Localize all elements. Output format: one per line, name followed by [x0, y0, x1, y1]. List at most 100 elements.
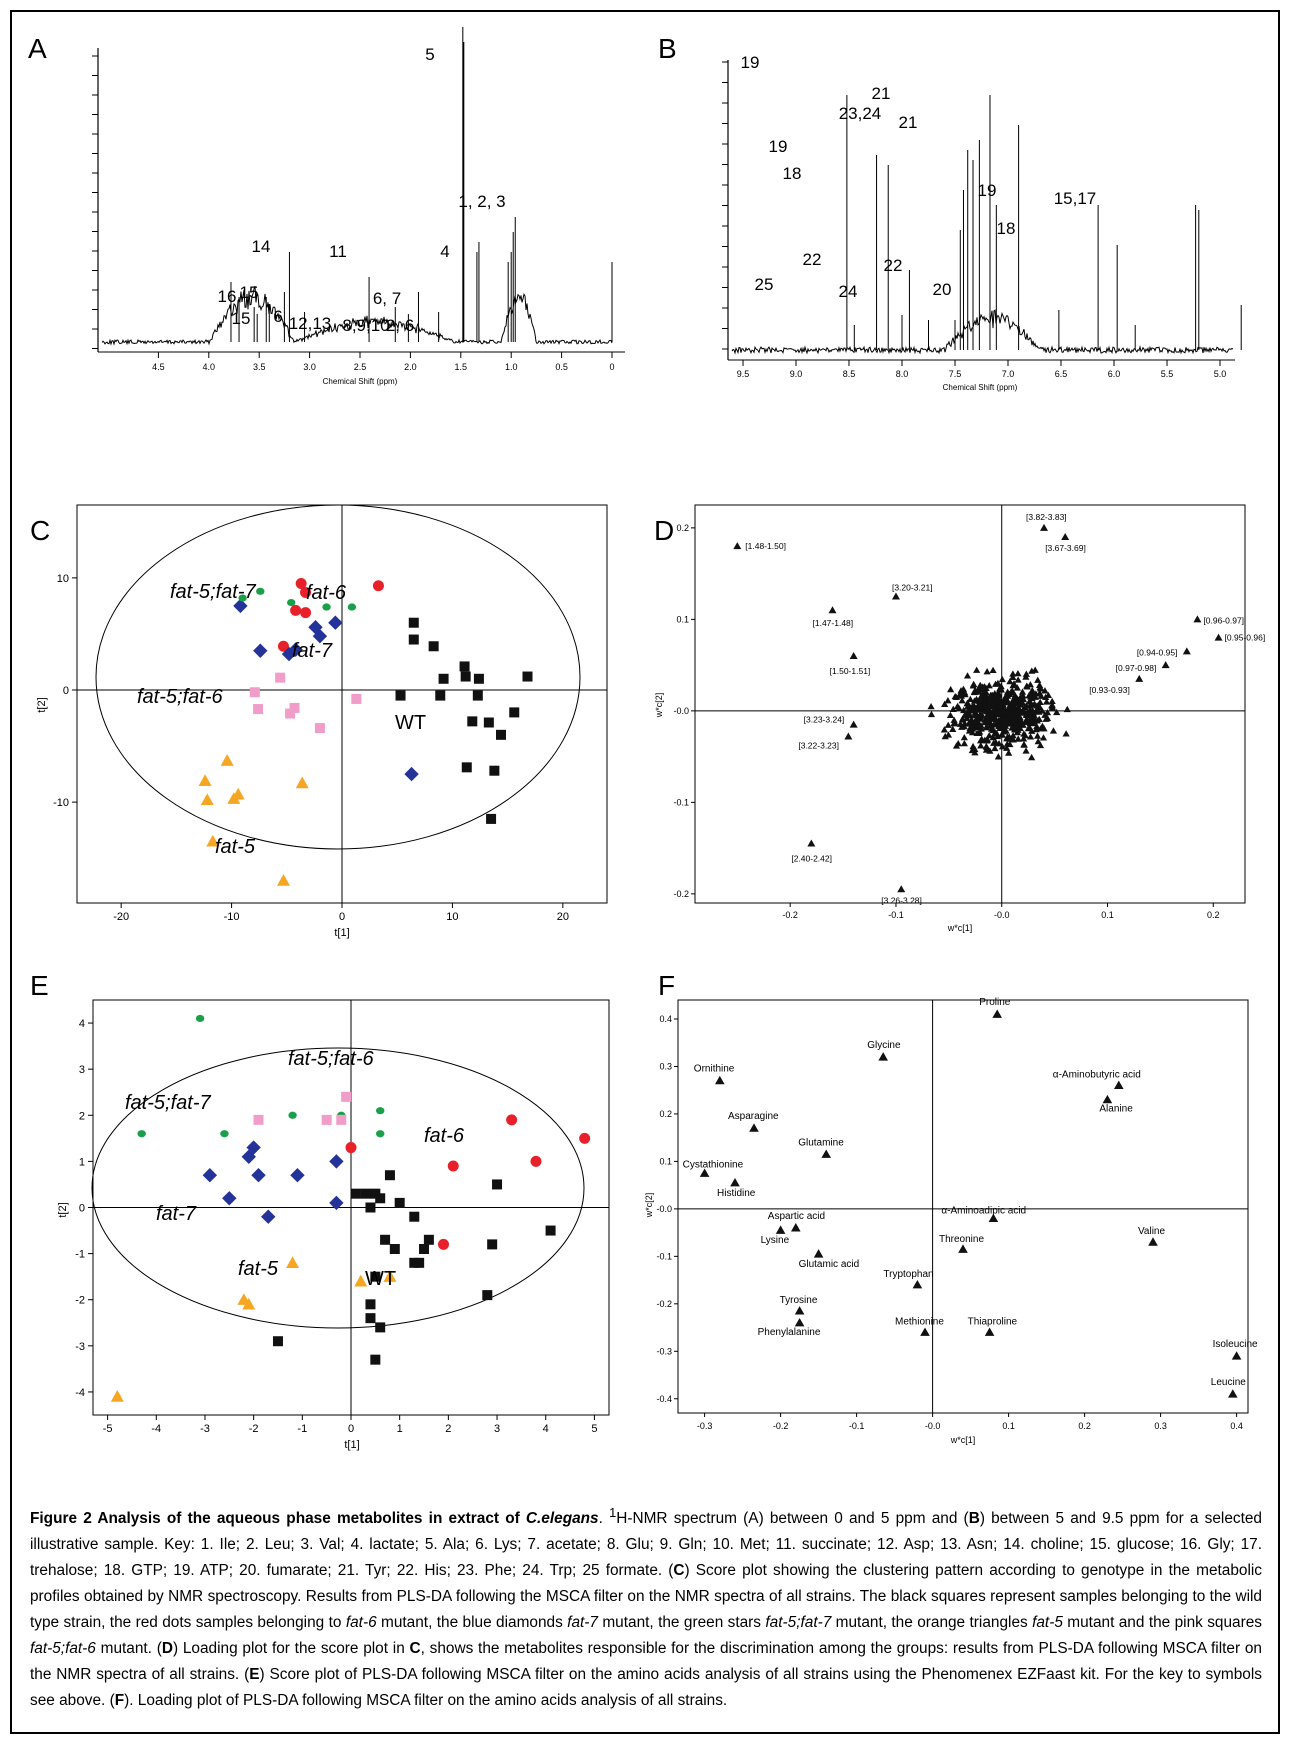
- x-tick-label: 0: [348, 1423, 354, 1435]
- score-point: [370, 1271, 381, 1282]
- score-point: [275, 672, 286, 683]
- loading-point: [1016, 724, 1024, 732]
- loading-label: Ornithine: [694, 1064, 735, 1075]
- x-tick-label: 4: [543, 1423, 549, 1435]
- loading-point: [1033, 732, 1042, 739]
- y-tick-label: -0.1: [656, 1251, 672, 1261]
- score-point: [288, 642, 303, 657]
- loading-label: Threonine: [939, 1234, 984, 1245]
- score-point: [295, 776, 309, 789]
- y-tick-label: -2: [75, 1295, 85, 1307]
- loading-point: [973, 704, 981, 711]
- loading-point: [1032, 725, 1040, 733]
- score-point: [314, 723, 325, 734]
- figure-frame: [10, 10, 1280, 1734]
- score-point: [354, 1274, 368, 1287]
- x-tick-label: 20: [557, 911, 569, 923]
- loading-point: [1010, 702, 1018, 709]
- loading-label: [0.97-0.98]: [1116, 663, 1157, 673]
- loading-point: [1061, 533, 1070, 541]
- loading-point: [828, 606, 837, 614]
- loading-label: [0.94-0.95]: [1137, 647, 1178, 657]
- loading-label: [2.40-2.42]: [791, 854, 832, 864]
- loading-point: [949, 725, 957, 732]
- loading-label: Isoleucine: [1213, 1339, 1258, 1350]
- loading-point: [1014, 716, 1022, 723]
- panel-d-y-title: w*c[2]: [654, 693, 664, 719]
- panel-a-spectrum-trace: [101, 27, 613, 346]
- loading-point: [988, 702, 996, 709]
- loading-point: [975, 697, 984, 704]
- caption-italic: fat-5;fat-6: [30, 1640, 96, 1658]
- peak-label: 14: [252, 237, 271, 256]
- panel-e-score-plot: E -5 -4 -3 -2 -1 0 1 2 3 4 5 4 3 2 1 0 -1 -2 -3 -4 t[1] t[2…: [30, 970, 610, 1451]
- caption-text: mutant, the blue diamonds: [376, 1614, 568, 1632]
- peak-label: 11: [329, 242, 347, 261]
- loading-point: [990, 739, 998, 746]
- group-label: fat-5: [238, 1258, 279, 1280]
- loading-label: [1.50-1.51]: [830, 666, 871, 676]
- x-tick-label: 5.0: [1214, 369, 1227, 379]
- loading-point: [941, 732, 949, 740]
- loading-point: [1038, 722, 1047, 729]
- loading-point: [960, 739, 968, 747]
- loading-point: [1161, 661, 1170, 669]
- loading-label: Glutamine: [798, 1137, 844, 1148]
- loading-point: [1014, 670, 1022, 677]
- panel-label-f: F: [658, 970, 675, 1001]
- loading-point: [1002, 693, 1010, 700]
- caption-text: mutant, the green stars: [597, 1614, 766, 1632]
- loading-point: [966, 712, 975, 719]
- loading-point: [973, 666, 981, 673]
- y-tick-label: -3: [75, 1341, 85, 1353]
- x-tick-label: 0.1: [1101, 910, 1114, 920]
- loading-point: [1009, 732, 1017, 739]
- x-tick-label: 9.5: [737, 369, 750, 379]
- peak-label: 18: [997, 219, 1016, 238]
- group-label: WT: [395, 712, 426, 734]
- caption-bold-ref: B: [968, 1510, 980, 1528]
- score-point: [459, 661, 470, 672]
- score-point: [220, 1130, 229, 1138]
- y-tick-label: 10: [57, 573, 69, 585]
- score-point: [341, 1091, 352, 1102]
- x-tick-label: 5.5: [1161, 369, 1174, 379]
- x-tick-label: -2: [249, 1423, 259, 1435]
- score-point: [545, 1225, 556, 1236]
- score-point: [376, 1130, 385, 1138]
- panel-label-e: E: [30, 970, 49, 1001]
- loading-point: [983, 717, 991, 725]
- loading-label: [3.20-3.21]: [892, 582, 933, 592]
- peak-label: 15,17: [1054, 189, 1097, 208]
- loading-point: [998, 743, 1007, 750]
- loading-point: [983, 737, 991, 744]
- loading-point: [984, 1327, 995, 1336]
- loading-point: [1062, 730, 1070, 737]
- loading-point: [1033, 722, 1041, 730]
- x-tick-label: -0.1: [888, 910, 904, 920]
- loading-label: α-Aminobutyric acid: [1053, 1069, 1141, 1080]
- loading-label: [0.95-0.96]: [1225, 633, 1266, 643]
- loading-point: [992, 1009, 1002, 1018]
- score-point: [461, 762, 472, 773]
- loading-point: [960, 733, 968, 741]
- score-point: [276, 874, 290, 886]
- loading-point: [950, 716, 958, 723]
- loading-label: [3.82-3.83]: [1026, 512, 1067, 522]
- group-label: fat-5;fat-7: [125, 1092, 211, 1114]
- loading-point: [949, 705, 957, 712]
- score-point: [287, 598, 296, 607]
- x-tick-label: 2.0: [404, 362, 417, 372]
- score-point: [251, 1168, 266, 1183]
- score-point: [414, 1257, 425, 1268]
- panel-label-d: D: [654, 515, 674, 546]
- loading-point: [995, 719, 1003, 726]
- x-tick-label: -20: [113, 911, 129, 923]
- score-point: [489, 765, 500, 776]
- score-point: [395, 690, 406, 701]
- loading-point: [976, 706, 984, 713]
- score-point: [394, 1197, 405, 1208]
- loading-point: [730, 1177, 740, 1187]
- y-tick-label: 0.3: [659, 1061, 672, 1071]
- loading-point: [1148, 1237, 1158, 1246]
